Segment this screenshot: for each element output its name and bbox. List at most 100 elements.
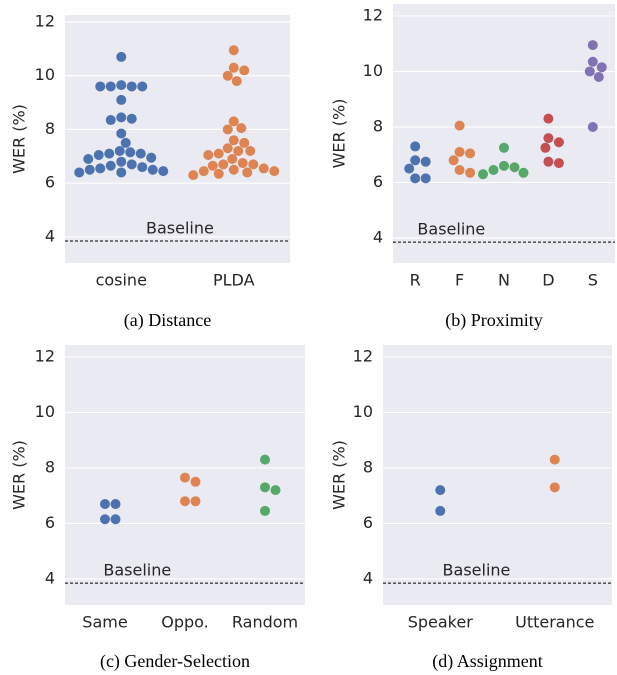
baseline-label: Baseline [146, 218, 214, 237]
caption: (b) Proximity [445, 310, 543, 331]
data-point [120, 137, 131, 148]
data-point [228, 164, 239, 175]
data-point [116, 80, 127, 91]
data-point [410, 173, 421, 184]
baseline-label: Baseline [417, 220, 485, 239]
y-tick-label: 10 [363, 61, 383, 80]
data-point [125, 147, 136, 158]
y-tick-label: 4 [45, 226, 55, 245]
data-point [188, 170, 199, 181]
data-point [74, 167, 85, 178]
baseline-label: Baseline [103, 561, 171, 580]
data-point [258, 163, 269, 174]
data-point [104, 148, 115, 159]
data-point [203, 149, 214, 160]
x-tick-label: PLDA [213, 271, 255, 290]
data-point [126, 113, 137, 124]
y-axis-label: WER (%) [330, 99, 349, 169]
x-tick-label: D [542, 271, 554, 290]
data-point [100, 498, 110, 509]
data-point [95, 163, 106, 174]
data-point [105, 81, 116, 92]
plot-background [393, 4, 615, 263]
data-point [543, 133, 554, 144]
data-point [222, 124, 233, 135]
data-point [465, 148, 476, 159]
data-point [269, 166, 280, 177]
x-tick-label: cosine [96, 271, 147, 290]
data-point [435, 485, 446, 496]
y-tick-label: 4 [373, 228, 383, 247]
y-tick-label: 6 [373, 172, 383, 191]
data-point [245, 145, 256, 156]
data-point [180, 472, 190, 483]
x-tick-label: Utterance [515, 613, 594, 632]
data-point [198, 166, 209, 177]
data-point [83, 154, 94, 165]
y-tick-label: 12 [35, 11, 55, 30]
data-point [222, 143, 233, 154]
y-tick-label: 4 [45, 568, 55, 587]
y-axis-label: WER (%) [330, 440, 349, 510]
data-point [228, 135, 239, 146]
data-point [454, 165, 465, 176]
data-point [587, 40, 598, 51]
data-point [105, 160, 116, 171]
y-tick-label: 10 [35, 402, 55, 421]
data-point [239, 137, 250, 148]
data-point [147, 164, 158, 175]
data-point [213, 168, 224, 179]
data-point [465, 167, 476, 178]
data-point [448, 155, 459, 166]
data-point [509, 162, 520, 173]
y-tick-label: 12 [35, 346, 55, 365]
data-point [549, 482, 560, 493]
data-point [233, 145, 244, 156]
data-point [540, 142, 551, 153]
data-point [228, 116, 239, 127]
data-point [478, 169, 488, 180]
data-point [190, 496, 201, 507]
x-tick-label: R [410, 271, 421, 290]
data-point [213, 148, 224, 159]
data-point [100, 514, 110, 525]
data-point [116, 156, 127, 167]
data-point [146, 152, 157, 163]
data-point [126, 159, 137, 170]
data-point [420, 173, 431, 184]
x-tick-label: S [588, 271, 598, 290]
data-point [410, 141, 421, 152]
data-point [190, 476, 201, 487]
data-point [260, 482, 270, 493]
x-tick-label: F [455, 271, 464, 290]
data-point [454, 120, 465, 131]
data-point [270, 485, 281, 496]
data-point [135, 148, 146, 159]
x-tick-label: Speaker [408, 613, 474, 632]
data-point [116, 51, 127, 62]
data-point [543, 156, 554, 167]
x-tick-label: Random [232, 613, 298, 632]
y-tick-label: 8 [363, 457, 373, 476]
data-point [435, 505, 446, 516]
y-tick-label: 12 [353, 346, 373, 365]
data-point [236, 123, 247, 134]
data-point [499, 142, 509, 153]
caption: (c) Gender-Selection [100, 651, 250, 672]
data-point [137, 81, 148, 92]
y-tick-label: 4 [363, 568, 373, 587]
baseline-label: Baseline [443, 561, 511, 580]
plot-background [65, 15, 290, 263]
y-tick-label: 6 [45, 173, 55, 192]
data-point [137, 162, 148, 173]
data-point [116, 128, 127, 139]
data-point [110, 514, 121, 525]
data-point [237, 158, 248, 169]
data-point [518, 167, 529, 178]
data-point [260, 454, 270, 465]
data-point [84, 164, 95, 175]
data-point [404, 163, 415, 174]
data-point [228, 45, 239, 56]
data-point [218, 159, 229, 170]
